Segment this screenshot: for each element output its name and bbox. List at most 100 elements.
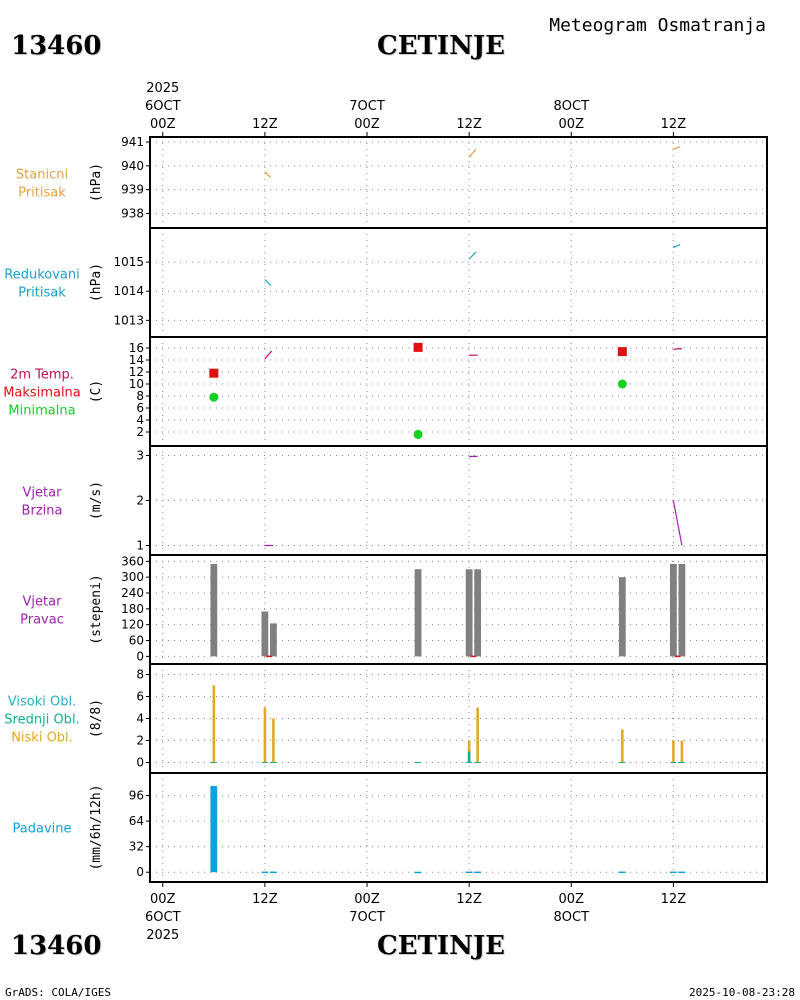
y-axis-label: (C) (89, 380, 104, 403)
y-tick-label: 12 (129, 365, 144, 379)
x-hour-label: 12Z (661, 117, 687, 132)
x-hour-label: 00Z (354, 892, 380, 907)
series-line (673, 146, 681, 150)
y-tick-label: 1013 (113, 313, 144, 327)
series-label: 2m Temp. (10, 368, 74, 383)
y-axis-label: (hPa) (89, 263, 104, 302)
y-tick-label: 120 (121, 618, 144, 632)
top-time-axis: 00Z 6OCT 2025 12Z 00Z 7OCT 12Z 00Z 8OCT 12Z (145, 81, 686, 137)
y-axis-label: (hPa) (89, 163, 104, 202)
y-tick-label: 941 (121, 135, 144, 149)
series-label: Padavine (13, 822, 72, 837)
series-line (264, 350, 273, 360)
station-name-top: CETINJE (377, 31, 505, 61)
y-tick-label: 938 (121, 206, 144, 220)
plot-area (210, 785, 686, 874)
credit-text: GrADS: COLA/IGES (5, 986, 111, 999)
cloud-bar (680, 740, 684, 763)
series-label: Stanicni (16, 168, 68, 183)
station-name-bottom-shadow: CETINJE (378, 932, 506, 962)
y-axis-label: (stepeni) (89, 574, 104, 644)
y-tick-label: 240 (121, 586, 144, 600)
y-tick-label: 64 (129, 814, 144, 828)
x-hour-label: 12Z (661, 892, 687, 907)
plot-area (210, 685, 685, 763)
tmax-point (617, 347, 627, 357)
tmax-point (209, 368, 219, 378)
tmin-point (617, 379, 627, 389)
series-label: Pravac (20, 613, 64, 628)
series-line (673, 244, 681, 249)
y-tick-label: 4 (136, 413, 144, 427)
timestamp-text: 2025-10-08-23:28 (689, 986, 795, 999)
cloud-bar (467, 751, 471, 763)
bar (618, 577, 626, 657)
y-tick-label: 8 (136, 668, 144, 682)
cloud-bar (272, 718, 275, 763)
series-line (468, 251, 477, 260)
bar (261, 871, 269, 874)
y-tick-label: 96 (129, 789, 144, 803)
series-label: Minimalna (8, 404, 75, 419)
panel-clouds: 0 2 4 6 8 (8/8) Visoki Obl. Srednji Obl. Niski O… (4, 663, 768, 774)
station-name-bottom: CETINJE (377, 931, 505, 961)
station-id-bottom: 13460 (11, 931, 101, 961)
series-line (673, 348, 682, 350)
y-tick-label: 360 (121, 554, 144, 568)
x-hour-label: 12Z (252, 892, 278, 907)
y-axis-label: (m/s) (89, 481, 104, 520)
series-label: Srednji Obl. (4, 713, 79, 728)
tmin-point (413, 429, 423, 439)
bar (474, 871, 482, 874)
station-name-top-shadow: CETINJE (378, 32, 506, 62)
y-tick-label: 940 (121, 159, 144, 173)
x-hour-label: 00Z (150, 117, 176, 132)
bar (669, 563, 677, 657)
bar (414, 871, 422, 874)
series-label: Brzina (22, 504, 63, 519)
station-id-top-shadow: 13460 (12, 32, 102, 62)
y-tick-label: 1015 (113, 255, 144, 269)
y-tick-label: 10 (129, 377, 144, 391)
series-label: Visoki Obl. (8, 695, 76, 710)
y-axis-label: (8/8) (89, 699, 104, 738)
bar (261, 611, 269, 657)
y-tick-label: 2 (136, 425, 144, 439)
bar (269, 871, 277, 874)
y-tick-label: 1014 (113, 284, 144, 298)
panels: 938939940941(hPa)StanicniPritisak1013101… (3, 135, 768, 883)
series-line (264, 279, 272, 286)
series-label: Redukovani (4, 268, 79, 283)
plot-area (264, 146, 681, 179)
bar (669, 871, 677, 874)
bar (678, 563, 686, 657)
series-label: Maksimalna (3, 386, 81, 401)
bar (269, 623, 277, 657)
y-axis-label: (mm/6h/12h) (89, 784, 104, 870)
bar (474, 569, 482, 657)
bar (465, 871, 473, 874)
cloud-bar (476, 707, 479, 763)
y-tick-label: 0 (136, 865, 144, 879)
y-tick-label: 4 (136, 712, 144, 726)
x-hour-label: 00Z (559, 117, 585, 132)
product-title: Meteogram Osmatranja (549, 15, 766, 36)
y-tick-label: 3 (136, 449, 144, 463)
plot-area (264, 244, 681, 286)
x-hour-label: 00Z (354, 117, 380, 132)
bar (618, 871, 626, 874)
y-tick-label: 32 (129, 840, 144, 854)
series-line (468, 148, 477, 158)
y-tick-label: 0 (136, 649, 144, 663)
panel-wind_direction: 060 120 180 240 300 360 (stepeni) Vjetar Pravac (20, 554, 768, 665)
y-tick-label: 6 (136, 401, 144, 415)
x-day-label: 7OCT (349, 910, 385, 925)
x-day-label: 8OCT (553, 910, 589, 925)
y-tick-label: 300 (121, 570, 144, 584)
series-label: Vjetar (23, 486, 63, 501)
tmin-point (209, 392, 219, 402)
plot-area (264, 455, 683, 547)
station-id-top: 13460 (11, 31, 101, 61)
cloud-bar (212, 685, 216, 763)
